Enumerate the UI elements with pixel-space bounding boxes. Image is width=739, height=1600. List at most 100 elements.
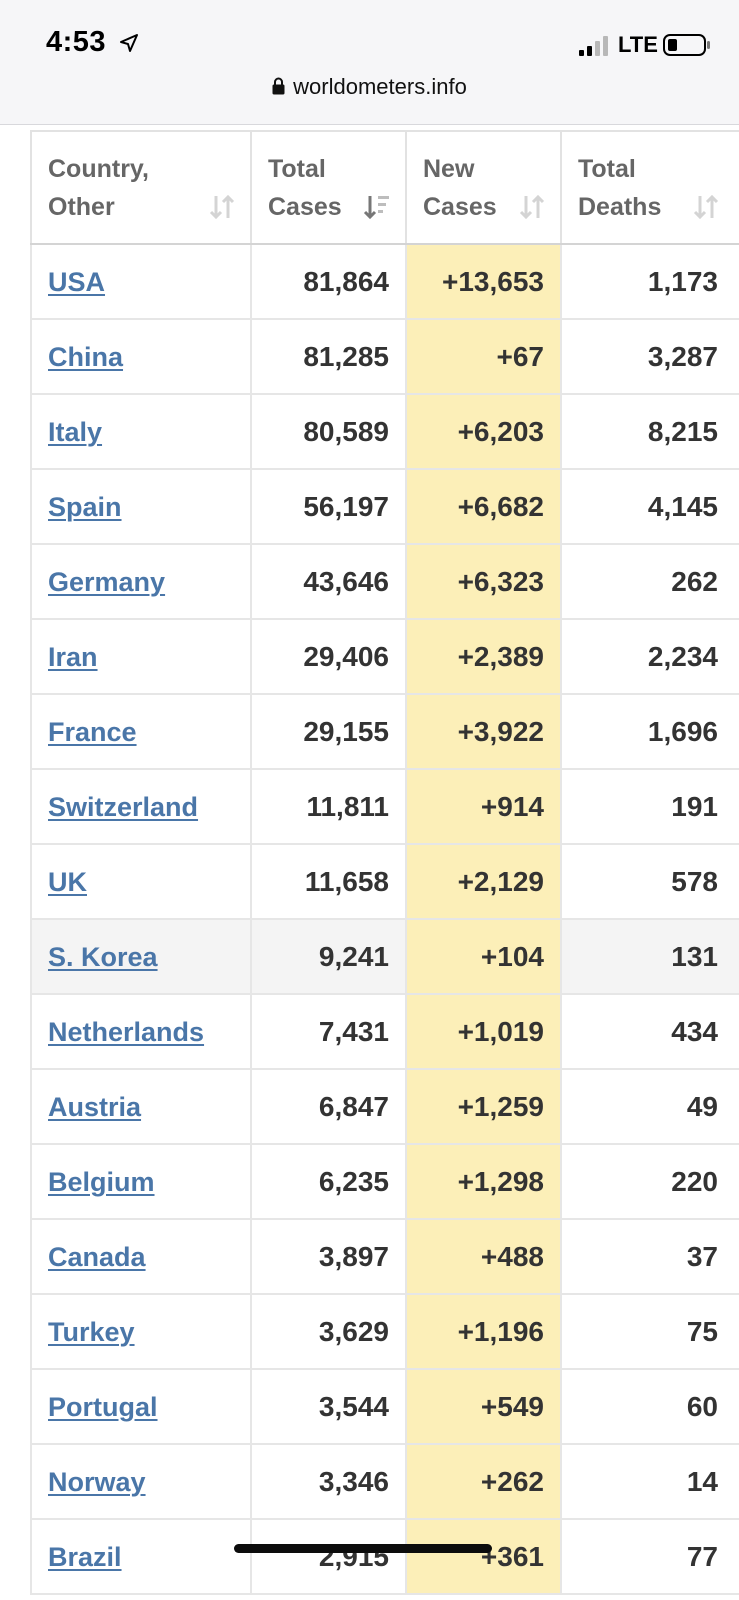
total-cases-cell: 43,646: [250, 543, 407, 620]
total-cases-cell: 29,406: [250, 618, 407, 695]
column-header-country[interactable]: Country, Other: [30, 130, 252, 245]
total-cases-cell: 81,864: [250, 243, 407, 320]
table-row: USA 81,864 +13,653 1,173: [30, 243, 739, 320]
location-arrow-icon: [120, 34, 138, 52]
url-text[interactable]: worldometers.info: [293, 74, 467, 99]
total-deaths-cell: 14: [560, 1443, 739, 1520]
lock-icon: [272, 77, 285, 95]
total-cases-cell: 80,589: [250, 393, 407, 470]
country-link[interactable]: Belgium: [48, 1166, 155, 1197]
url-bar[interactable]: worldometers.info: [0, 74, 739, 112]
column-header-new-cases[interactable]: New Cases: [405, 130, 562, 245]
country-cell: Brazil: [30, 1518, 252, 1595]
table-header-row: Country, Other Total Cases: [30, 130, 739, 245]
country-link[interactable]: UK: [48, 866, 87, 897]
covid-cases-table: Country, Other Total Cases: [30, 130, 739, 1595]
sort-unsorted-icon[interactable]: [208, 193, 236, 221]
country-cell: USA: [30, 243, 252, 320]
new-cases-cell: +361: [405, 1518, 562, 1595]
new-cases-cell: +1,196: [405, 1293, 562, 1370]
country-link[interactable]: Austria: [48, 1091, 142, 1122]
country-link[interactable]: Iran: [48, 641, 98, 672]
total-cases-cell: 3,346: [250, 1443, 407, 1520]
total-deaths-cell: 1,696: [560, 693, 739, 770]
column-header-total-cases[interactable]: Total Cases: [250, 130, 407, 245]
country-cell: S. Korea: [30, 918, 252, 995]
table-row: Italy 80,589 +6,203 8,215: [30, 393, 739, 470]
country-link[interactable]: France: [48, 716, 137, 747]
country-link[interactable]: Portugal: [48, 1391, 158, 1422]
country-cell: Iran: [30, 618, 252, 695]
country-cell: China: [30, 318, 252, 395]
total-cases-cell: 6,847: [250, 1068, 407, 1145]
covid-cases-table-container[interactable]: Country, Other Total Cases: [30, 130, 739, 1600]
sort-unsorted-icon[interactable]: [518, 193, 546, 221]
signal-icon: [579, 36, 608, 56]
new-cases-cell: +2,389: [405, 618, 562, 695]
total-cases-cell: 3,629: [250, 1293, 407, 1370]
new-cases-cell: +6,323: [405, 543, 562, 620]
table-row: Switzerland 11,811 +914 191: [30, 768, 739, 845]
column-header-total-deaths[interactable]: Total Deaths: [560, 130, 739, 245]
column-header-label: Total Cases: [268, 154, 342, 221]
country-link[interactable]: China: [48, 341, 124, 372]
home-indicator[interactable]: [234, 1544, 492, 1553]
country-link[interactable]: Germany: [48, 566, 166, 597]
table-row: Netherlands 7,431 +1,019 434: [30, 993, 739, 1070]
new-cases-cell: +1,298: [405, 1143, 562, 1220]
new-cases-cell: +914: [405, 768, 562, 845]
total-cases-cell: 3,897: [250, 1218, 407, 1295]
browser-chrome: 4:53 LTE worldometers.info: [0, 0, 739, 125]
total-cases-cell: 56,197: [250, 468, 407, 545]
table-row: Portugal 3,544 +549 60: [30, 1368, 739, 1445]
table-row: Spain 56,197 +6,682 4,145: [30, 468, 739, 545]
new-cases-cell: +262: [405, 1443, 562, 1520]
country-cell: UK: [30, 843, 252, 920]
country-link[interactable]: Switzerland: [48, 791, 199, 822]
column-header-label: Total Deaths: [578, 154, 662, 221]
total-deaths-cell: 3,287: [560, 318, 739, 395]
country-link[interactable]: Turkey: [48, 1316, 135, 1347]
country-link[interactable]: Spain: [48, 491, 122, 522]
table-row: Turkey 3,629 +1,196 75: [30, 1293, 739, 1370]
network-type: LTE: [618, 32, 658, 57]
country-link[interactable]: Brazil: [48, 1541, 122, 1572]
country-link[interactable]: Canada: [48, 1241, 146, 1272]
table-row: Austria 6,847 +1,259 49: [30, 1068, 739, 1145]
total-deaths-cell: 77: [560, 1518, 739, 1595]
total-cases-cell: 2,915: [250, 1518, 407, 1595]
country-link[interactable]: USA: [48, 266, 106, 297]
sort-unsorted-icon[interactable]: [692, 193, 720, 221]
total-cases-cell: 6,235: [250, 1143, 407, 1220]
table-row: UK 11,658 +2,129 578: [30, 843, 739, 920]
table-row: France 29,155 +3,922 1,696: [30, 693, 739, 770]
table-row: Belgium 6,235 +1,298 220: [30, 1143, 739, 1220]
country-link[interactable]: Netherlands: [48, 1016, 205, 1047]
total-deaths-cell: 131: [560, 918, 739, 995]
total-cases-cell: 3,544: [250, 1368, 407, 1445]
new-cases-cell: +3,922: [405, 693, 562, 770]
status-time: 4:53: [46, 26, 107, 58]
total-deaths-cell: 37: [560, 1218, 739, 1295]
total-deaths-cell: 75: [560, 1293, 739, 1370]
country-cell: Norway: [30, 1443, 252, 1520]
total-deaths-cell: 4,145: [560, 468, 739, 545]
country-link[interactable]: S. Korea: [48, 941, 158, 972]
new-cases-cell: +1,259: [405, 1068, 562, 1145]
total-deaths-cell: 8,215: [560, 393, 739, 470]
new-cases-cell: +6,682: [405, 468, 562, 545]
new-cases-cell: +104: [405, 918, 562, 995]
sort-descending-icon[interactable]: [363, 193, 391, 221]
table-row: Canada 3,897 +488 37: [30, 1218, 739, 1295]
table-row: Germany 43,646 +6,323 262: [30, 543, 739, 620]
country-cell: Turkey: [30, 1293, 252, 1370]
country-cell: Switzerland: [30, 768, 252, 845]
table-row: Norway 3,346 +262 14: [30, 1443, 739, 1520]
country-cell: Germany: [30, 543, 252, 620]
total-deaths-cell: 1,173: [560, 243, 739, 320]
country-link[interactable]: Italy: [48, 416, 103, 447]
country-link[interactable]: Norway: [48, 1466, 146, 1497]
total-cases-cell: 9,241: [250, 918, 407, 995]
country-cell: Spain: [30, 468, 252, 545]
new-cases-cell: +1,019: [405, 993, 562, 1070]
